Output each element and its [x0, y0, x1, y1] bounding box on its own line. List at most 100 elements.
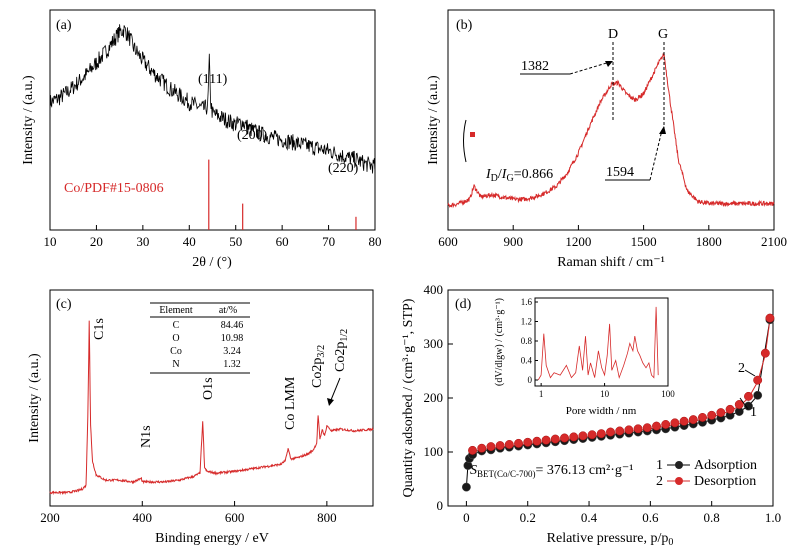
panel-a-xtick-label: 70: [322, 234, 335, 249]
panel-a: (a) 10 20 30 40 50 60 70 80 (111) (200) (220) C…: [21, 9, 382, 270]
desorption-point: [560, 433, 569, 443]
curve-label-1: 1: [750, 405, 757, 420]
inset-xlabel: Pore width / nm: [566, 405, 637, 417]
desorption-point: [486, 442, 496, 452]
desorption-point: [734, 400, 744, 409]
panel-a-xtick-label: 30: [136, 234, 149, 249]
desorption-point: [587, 430, 597, 440]
table-cell-value: 3.24: [223, 346, 241, 357]
desorption-point: [550, 434, 560, 444]
id-ig-ratio: ID/IG=0.866: [485, 167, 553, 184]
panel-a-xrd-line: [49, 24, 376, 174]
panel-c: (c) 200 400 600 800 C1s N1s O1s Co LMM Co2p…: [27, 289, 374, 546]
g-value-arrowhead: [659, 126, 666, 134]
inset-frame: [534, 297, 669, 387]
panel-a-ticks: 10 20 30 40 50 60 70 80: [44, 225, 382, 249]
table-cell-element: N: [172, 359, 179, 370]
desorption-point: [716, 408, 726, 418]
ratio-i2: I: [501, 167, 508, 182]
co2p32-sub: 3/2: [316, 345, 327, 358]
desorption-point: [615, 426, 625, 436]
inset-ytick-label: 0: [528, 375, 533, 385]
panel-b-frame: [447, 9, 775, 231]
table-cell-element: O: [172, 333, 179, 344]
desorption-point: [569, 432, 579, 442]
d-band-label: D: [608, 27, 618, 42]
isotherm-points: [461, 313, 775, 492]
desorption-point: [633, 424, 643, 434]
table-cell-element: Co: [170, 346, 182, 357]
panel-c-frame: [49, 289, 374, 507]
panel-d-ytick-label: 0: [437, 498, 444, 513]
panel-d-xtick-label: 0.2: [520, 510, 536, 525]
desorption-point: [477, 443, 487, 453]
c1s-label: C1s: [92, 318, 107, 340]
legend-marker-1: [675, 461, 683, 469]
panel-c-xtick-label: 200: [40, 510, 60, 525]
panel-b-ylabel: Intensity / (a.u.): [426, 75, 441, 165]
desorption-point: [698, 412, 707, 422]
panel-d-xlabel: Relative pressure, p/p0: [547, 531, 674, 548]
panel-d-ytick-label: 300: [424, 336, 444, 351]
panel-d-xlabel-sub: 0: [668, 537, 673, 548]
panel-d-ytick-label: 200: [424, 390, 444, 405]
isotherm-legend: 1 Adsorption 2 Desorption: [656, 458, 757, 489]
raman-marker: [470, 132, 475, 137]
ratio-d-sub: D: [491, 173, 498, 184]
curve-1-pointer: [739, 397, 749, 410]
desorption-point: [765, 313, 775, 323]
desorption-point: [725, 404, 735, 414]
panel-d-label: (d): [455, 297, 472, 312]
d-value-pointer: [569, 61, 611, 75]
panel-a-reference-lines: [208, 159, 357, 230]
adsorption-point: [753, 390, 763, 400]
pore-size-inset: 0 0.4 0.8 1.2 1.6 1 10 100 (dV/dlgw) / (cm³·g⁻¹…: [494, 297, 675, 417]
g-value-label: 1594: [606, 165, 634, 180]
legend-label-2: Desorption: [694, 474, 756, 489]
raman-bracket: [463, 119, 467, 163]
panel-a-xlabel: 2θ / (°): [192, 255, 232, 270]
co2p12-arrowhead: [327, 398, 334, 406]
desorption-point: [679, 416, 689, 426]
panel-b: (b) 600 900 1200 1500 1800 2100 D G 1382 1594…: [426, 9, 787, 270]
table-cell-value: 84.46: [221, 320, 244, 331]
desorption-point: [541, 435, 551, 445]
n1s-label: N1s: [139, 425, 154, 448]
panel-c-xlabel: Binding energy / eV: [155, 531, 269, 546]
ratio-slash: /: [498, 167, 502, 182]
desorption-point: [753, 375, 763, 385]
panel-c-ticks: 200 400 600 800: [40, 501, 337, 525]
desorption-point: [744, 391, 753, 401]
desorption-point: [504, 439, 514, 449]
desorption-point: [514, 438, 523, 448]
peak-label-220: (220): [328, 161, 359, 176]
panel-d-xlabel-text: Relative pressure, p/p: [547, 531, 669, 546]
ratio-g-sub: G: [506, 173, 513, 184]
panel-d-xtick-label: 0.4: [581, 510, 598, 525]
desorption-point: [688, 415, 698, 425]
inset-ytick-label: 1.2: [521, 317, 532, 327]
panel-d-xtick-label: 0.8: [704, 510, 720, 525]
curve-2-pointer: [744, 369, 756, 377]
panel-c-xps-line: [49, 320, 374, 496]
panel-c-label: (c): [56, 297, 72, 312]
desorption-point: [670, 418, 680, 428]
table-header-element: Element: [159, 305, 193, 316]
panel-a-label: (a): [56, 18, 72, 33]
panel-a-xtick-label: 50: [229, 234, 242, 249]
peak-label-111: (111): [198, 72, 228, 87]
g-band-label: G: [658, 27, 668, 42]
co2p12-sub: 1/2: [339, 329, 350, 342]
legend-num-1: 1: [656, 458, 663, 473]
desorption-point: [523, 437, 533, 447]
panel-a-frame: [49, 9, 376, 231]
panel-b-label: (b): [456, 18, 473, 33]
composition-table: Element at/% C 84.46 O 10.98 Co 3.24 N 1.32: [159, 305, 243, 370]
panel-a-xtick-label: 80: [369, 234, 382, 249]
ratio-i1: I: [485, 167, 492, 182]
panel-b-xtick-label: 1800: [696, 234, 722, 249]
inset-xtick-label: 1: [539, 389, 544, 399]
adsorption-point: [461, 482, 471, 492]
panel-d-ylabel: Quantity adsorbed / (cm³·g⁻¹, STP): [401, 298, 416, 497]
desorption-point: [624, 425, 634, 435]
